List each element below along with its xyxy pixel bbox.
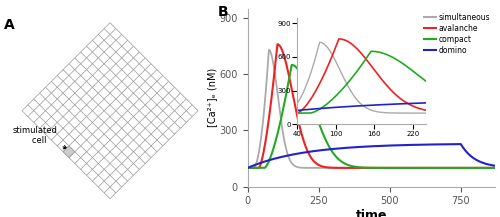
X-axis label: time: time: [356, 209, 387, 217]
Text: stimulated
   cell: stimulated cell: [13, 126, 67, 149]
Y-axis label: [Ca²⁺]ₑ (nM): [Ca²⁺]ₑ (nM): [206, 68, 216, 127]
Text: B: B: [218, 5, 228, 19]
Polygon shape: [63, 146, 75, 158]
Text: A: A: [4, 18, 15, 32]
Legend: simultaneous, avalanche, compact, domino: simultaneous, avalanche, compact, domino: [424, 13, 491, 56]
